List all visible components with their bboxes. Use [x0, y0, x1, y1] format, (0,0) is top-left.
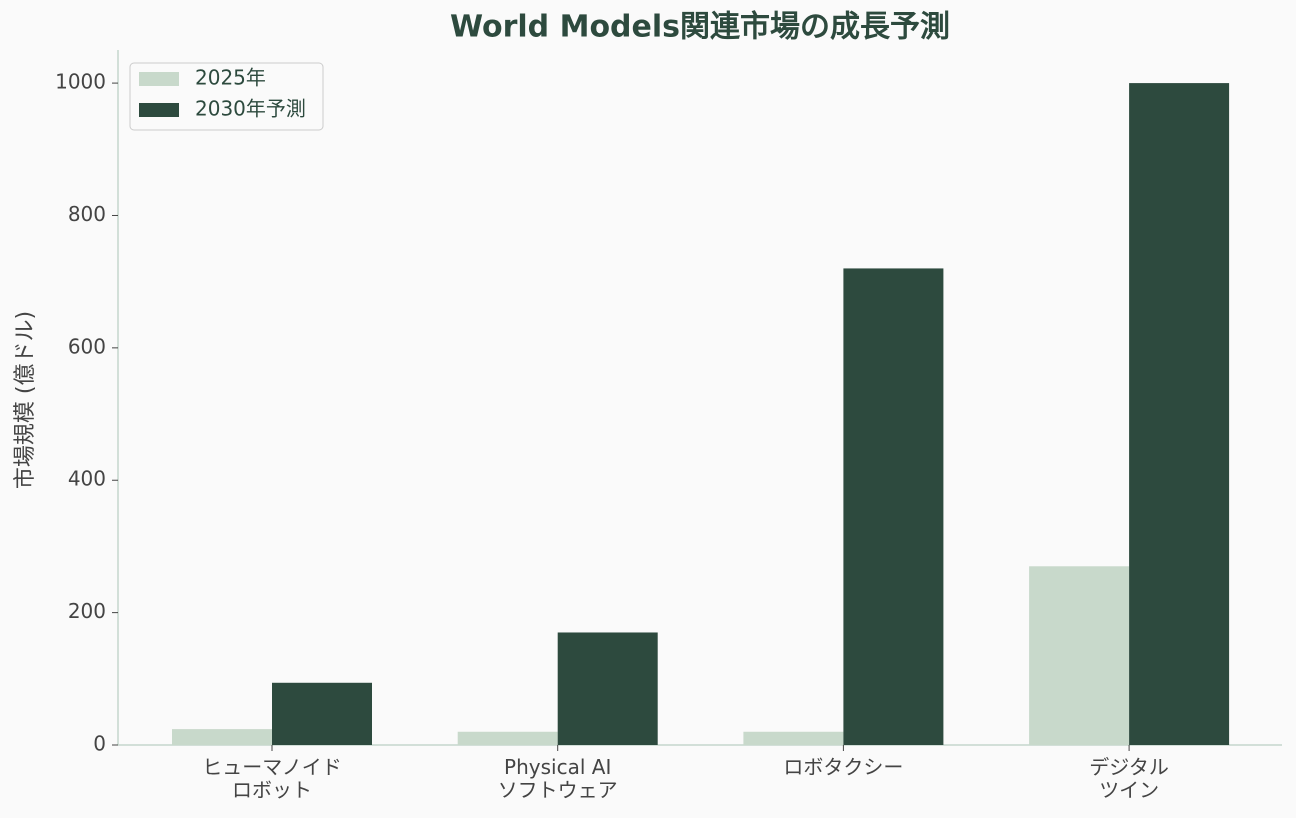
bar — [1129, 83, 1230, 746]
y-tick-label: 0 — [93, 732, 106, 756]
x-tick-label: ロボタクシー — [783, 755, 903, 779]
legend-label: 2030年予測 — [195, 97, 306, 121]
x-tick-label: ヒューマノイドロボット — [202, 755, 341, 802]
x-tick-line: ソフトウェア — [498, 778, 618, 802]
x-tick-line: Physical AI — [504, 755, 611, 779]
bar — [843, 268, 944, 745]
legend-swatch — [139, 103, 179, 117]
y-tick-label: 1000 — [55, 70, 106, 94]
legend-label: 2025年 — [195, 66, 266, 90]
x-tick-line: ロボタクシー — [783, 755, 903, 779]
x-tick-line: デジタル — [1089, 755, 1169, 779]
legend-swatch — [139, 72, 179, 86]
x-tick-line: ヒューマノイド — [202, 755, 341, 779]
bar — [557, 632, 658, 745]
x-tick-line: ツイン — [1099, 778, 1159, 802]
bar — [172, 729, 272, 745]
bar — [1029, 566, 1130, 745]
bar — [743, 731, 844, 745]
y-tick-label: 200 — [68, 599, 106, 623]
y-tick-label: 400 — [68, 467, 106, 491]
bar — [272, 682, 372, 745]
y-tick-label: 800 — [68, 202, 106, 226]
bar — [457, 731, 558, 745]
x-tick-label: デジタルツイン — [1089, 755, 1169, 802]
y-axis-label: 市場規模 (億ドル) — [13, 311, 38, 489]
chart-title: World Models関連市場の成長予測 — [450, 10, 950, 45]
y-tick-label: 600 — [68, 334, 106, 358]
x-tick-line: ロボット — [232, 778, 312, 802]
x-tick-label: Physical AI ソフトウェア — [498, 755, 618, 802]
